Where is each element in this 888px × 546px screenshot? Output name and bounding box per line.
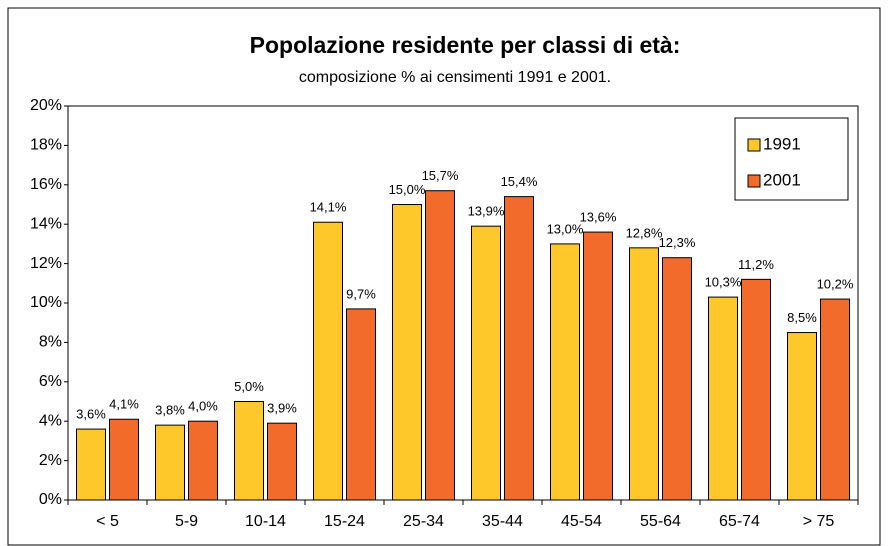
bar	[629, 247, 659, 501]
y-tick-label: 16%	[30, 176, 62, 193]
data-label: 4,1%	[109, 397, 139, 412]
bar	[550, 243, 580, 501]
data-label: 10,2%	[817, 276, 854, 291]
bar	[583, 231, 613, 501]
data-label: 13,6%	[580, 210, 617, 225]
legend-label: 2001	[763, 170, 801, 189]
bar	[820, 298, 850, 501]
legend-swatch	[747, 138, 761, 152]
data-label: 3,8%	[155, 403, 185, 418]
data-label: 10,3%	[705, 275, 742, 290]
chart-subtitle: composizione % ai censimenti 1991 e 2001…	[299, 69, 611, 86]
x-tick-label: < 5	[96, 513, 119, 530]
data-label: 15,4%	[501, 174, 538, 189]
bar	[471, 225, 501, 501]
legend-label: 1991	[763, 134, 801, 153]
data-label: 8,5%	[787, 310, 817, 325]
bar	[346, 308, 376, 501]
y-tick-label: 14%	[30, 215, 62, 232]
x-tick-label: 10-14	[245, 513, 286, 530]
bar	[155, 424, 185, 501]
x-tick-label: 45-54	[561, 513, 602, 530]
data-label: 15,7%	[422, 168, 459, 183]
chart-title: Popolazione residente per classi di età:	[250, 32, 681, 58]
y-tick-label: 8%	[39, 334, 62, 351]
x-tick-label: > 75	[803, 513, 835, 530]
y-tick-label: 0%	[39, 491, 62, 508]
y-tick-label: 10%	[30, 294, 62, 311]
y-tick-label: 18%	[30, 137, 62, 154]
data-label: 14,1%	[310, 200, 347, 215]
data-label: 13,0%	[547, 221, 584, 236]
data-label: 11,2%	[738, 257, 774, 272]
data-label: 9,7%	[346, 286, 376, 301]
x-tick-label: 25-34	[403, 513, 444, 530]
x-tick-label: 65-74	[719, 513, 760, 530]
bar	[313, 221, 343, 501]
bar	[76, 428, 106, 501]
bar	[392, 204, 422, 501]
bar	[787, 332, 817, 501]
x-tick-label: 55-64	[640, 513, 681, 530]
bar	[109, 418, 139, 501]
legend-swatch	[747, 174, 761, 188]
x-tick-label: 15-24	[324, 513, 365, 530]
x-tick-label: 5-9	[175, 513, 198, 530]
y-tick-label: 6%	[39, 373, 62, 390]
data-label: 3,6%	[76, 407, 106, 422]
data-label: 13,9%	[468, 204, 505, 219]
y-tick-label: 2%	[39, 452, 62, 469]
bar	[741, 278, 771, 501]
data-label: 3,9%	[267, 401, 297, 416]
bar	[708, 296, 738, 501]
data-label: 4,0%	[188, 399, 218, 414]
data-label: 12,3%	[659, 235, 696, 250]
data-label: 5,0%	[234, 379, 264, 394]
bar	[425, 190, 455, 501]
data-label: 15,0%	[389, 182, 426, 197]
bar	[234, 401, 264, 501]
y-tick-label: 4%	[39, 412, 62, 429]
bar	[504, 196, 534, 501]
x-tick-label: 35-44	[482, 513, 523, 530]
bar	[662, 257, 692, 501]
y-tick-label: 12%	[30, 255, 62, 272]
bar	[267, 422, 297, 501]
data-label: 12,8%	[626, 225, 663, 240]
y-tick-label: 20%	[30, 97, 62, 114]
bar	[188, 420, 218, 501]
